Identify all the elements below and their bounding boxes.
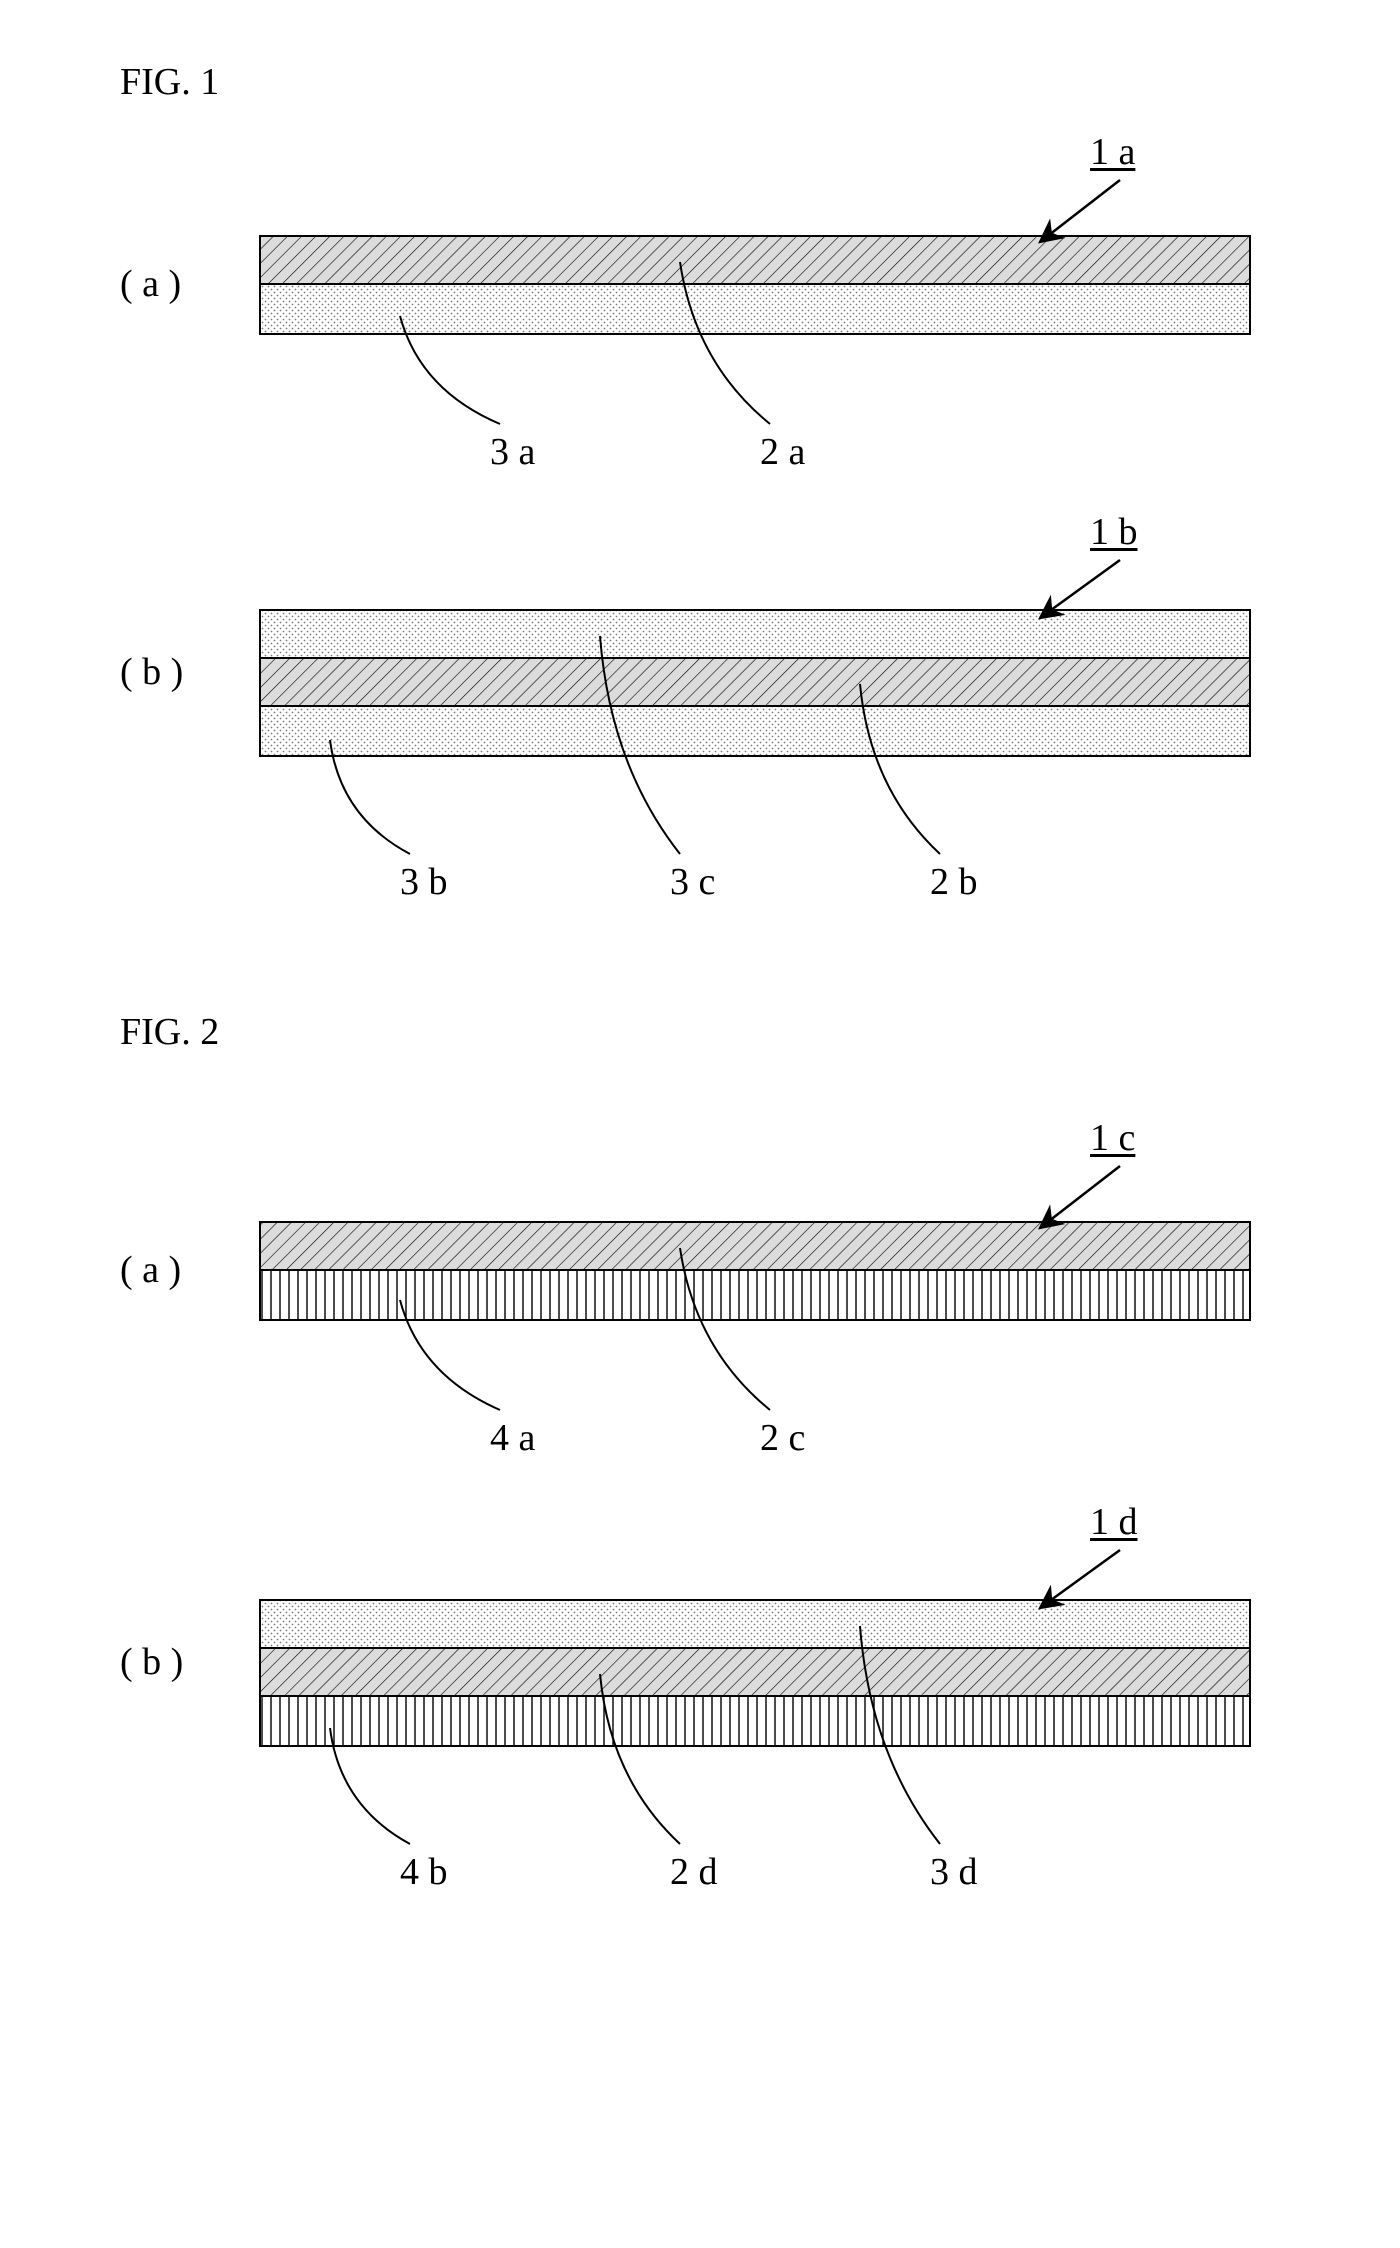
layer-4a xyxy=(260,1270,1250,1320)
fig2b-arrow-label: 1 d xyxy=(1090,1500,1138,1544)
leader-line xyxy=(400,316,500,424)
callout-label: 2 b xyxy=(930,860,978,904)
callout-label: 4 b xyxy=(400,1850,448,1894)
layer-3c-top xyxy=(260,610,1250,660)
callout-label: 2 c xyxy=(760,1416,805,1460)
leader-line xyxy=(600,1674,680,1844)
layer-2d xyxy=(260,1648,1250,1698)
fig1-title: FIG. 1 xyxy=(120,60,219,104)
layer-3a xyxy=(260,284,1250,334)
callout-label: 3 a xyxy=(490,430,535,474)
leader-line xyxy=(400,1300,500,1410)
fig2a-label: ( a ) xyxy=(120,1248,181,1292)
callout-label: 2 a xyxy=(760,430,805,474)
fig1b-label: ( b ) xyxy=(120,650,183,694)
layer-2b xyxy=(260,658,1250,708)
leader-line xyxy=(680,1248,770,1410)
fig2a-arrow-label: 1 c xyxy=(1090,1116,1135,1160)
pointer-arrow xyxy=(1040,180,1120,242)
layer-2a xyxy=(260,236,1250,286)
callout-label: 3 d xyxy=(930,1850,978,1894)
fig2-title: FIG. 2 xyxy=(120,1010,219,1054)
callout-label: 2 d xyxy=(670,1850,718,1894)
leader-line xyxy=(860,684,940,854)
leader-line xyxy=(330,1728,410,1844)
fig1b-arrow-label: 1 b xyxy=(1090,510,1138,554)
leader-line xyxy=(330,740,410,854)
callout-label: 4 a xyxy=(490,1416,535,1460)
layer-3b xyxy=(260,706,1250,756)
leader-line xyxy=(680,262,770,424)
pointer-arrow xyxy=(1040,1550,1120,1608)
fig1a-arrow-label: 1 a xyxy=(1090,130,1135,174)
svg-overlay xyxy=(0,0,1400,2248)
callout-label: 3 b xyxy=(400,860,448,904)
fig1a-label: ( a ) xyxy=(120,262,181,306)
layer-4b xyxy=(260,1696,1250,1746)
leader-line xyxy=(860,1626,940,1844)
leader-line xyxy=(600,636,680,854)
layer-3d xyxy=(260,1600,1250,1650)
layer-2c xyxy=(260,1222,1250,1272)
fig2b-label: ( b ) xyxy=(120,1640,183,1684)
pointer-arrow xyxy=(1040,560,1120,618)
callout-label: 3 c xyxy=(670,860,715,904)
pointer-arrow xyxy=(1040,1166,1120,1228)
